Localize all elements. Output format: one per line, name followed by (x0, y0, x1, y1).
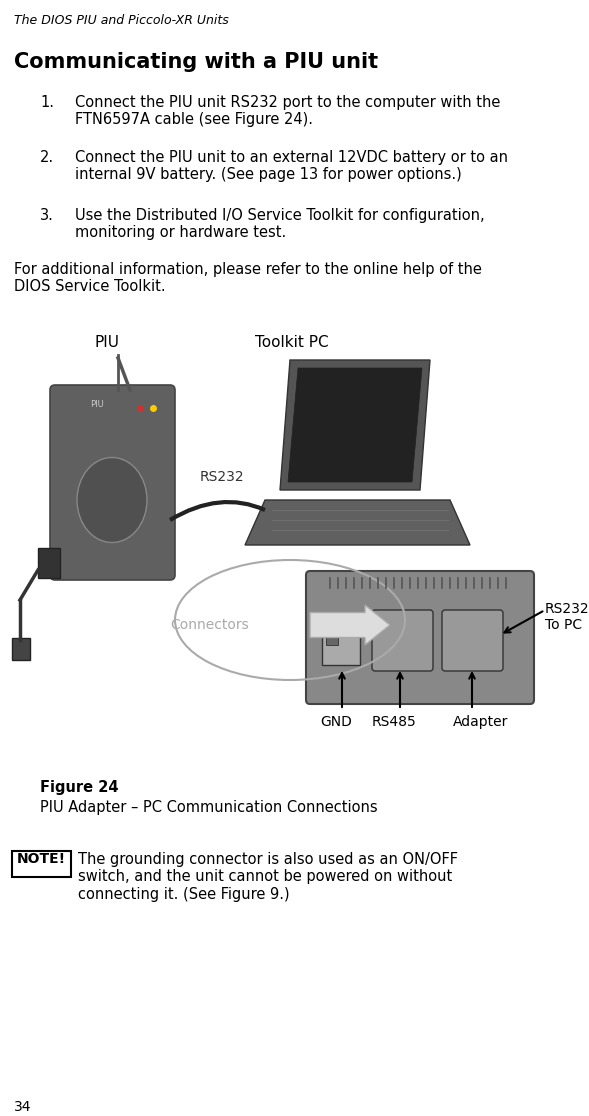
Text: RS232: RS232 (200, 470, 244, 484)
Text: For additional information, please refer to the online help of the
DIOS Service : For additional information, please refer… (14, 262, 482, 295)
FancyBboxPatch shape (306, 571, 534, 704)
FancyBboxPatch shape (50, 385, 175, 580)
Text: Toolkit PC: Toolkit PC (255, 335, 329, 350)
Text: RS485: RS485 (372, 715, 417, 729)
Text: The DIOS PIU and Piccolo-XR Units: The DIOS PIU and Piccolo-XR Units (14, 15, 229, 27)
Polygon shape (288, 368, 422, 482)
Text: Connect the PIU unit to an external 12VDC battery or to an
internal 9V battery. : Connect the PIU unit to an external 12VD… (75, 150, 508, 182)
Text: PIU: PIU (95, 335, 120, 350)
Text: Connectors: Connectors (170, 618, 249, 632)
Text: 1.: 1. (40, 95, 54, 110)
FancyBboxPatch shape (326, 635, 338, 645)
Text: RS232
To PC: RS232 To PC (545, 602, 589, 632)
Text: Figure 24: Figure 24 (40, 780, 118, 795)
Text: The grounding connector is also used as an ON/OFF
switch, and the unit cannot be: The grounding connector is also used as … (78, 852, 458, 902)
Polygon shape (245, 500, 470, 545)
Text: Communicating with a PIU unit: Communicating with a PIU unit (14, 52, 378, 73)
Text: 2.: 2. (40, 150, 54, 165)
Text: NOTE!: NOTE! (17, 852, 66, 866)
Text: PIU Adapter – PC Communication Connections: PIU Adapter – PC Communication Connectio… (40, 800, 378, 815)
FancyBboxPatch shape (12, 852, 71, 877)
Text: Connect the PIU unit RS232 port to the computer with the
FTN6597A cable (see Fig: Connect the PIU unit RS232 port to the c… (75, 95, 501, 127)
Text: Adapter: Adapter (453, 715, 508, 729)
Text: PIU: PIU (90, 400, 104, 408)
Polygon shape (280, 360, 430, 490)
FancyArrow shape (310, 605, 390, 645)
Text: Use the Distributed I/O Service Toolkit for configuration,
monitoring or hardwar: Use the Distributed I/O Service Toolkit … (75, 208, 485, 240)
FancyBboxPatch shape (322, 615, 360, 665)
FancyBboxPatch shape (38, 548, 60, 578)
Text: 34: 34 (14, 1100, 31, 1114)
FancyBboxPatch shape (12, 638, 30, 660)
FancyBboxPatch shape (372, 610, 433, 671)
FancyBboxPatch shape (326, 620, 338, 631)
Text: 3.: 3. (40, 208, 54, 223)
Ellipse shape (77, 458, 147, 542)
Text: GND: GND (320, 715, 352, 729)
FancyBboxPatch shape (442, 610, 503, 671)
